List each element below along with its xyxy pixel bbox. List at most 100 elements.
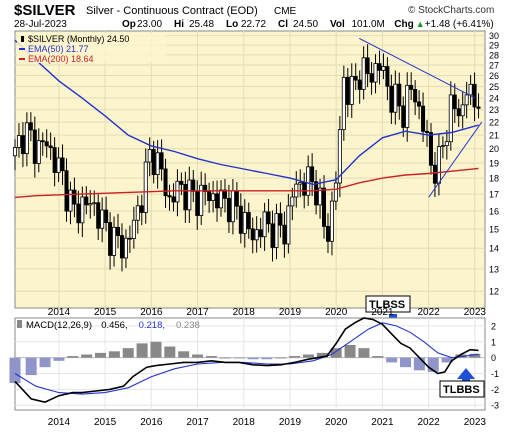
annotation-tlbbs: TLBBS xyxy=(439,368,485,398)
macd-x-tick-label: 2015 xyxy=(94,417,117,428)
macd-x-tick-label: 2019 xyxy=(279,417,302,428)
candle-body xyxy=(318,187,323,206)
candle-body xyxy=(373,63,378,83)
candle-body xyxy=(100,209,105,229)
candle-body xyxy=(92,202,97,205)
price-y-tick-label: 22 xyxy=(489,118,499,128)
candle-body xyxy=(306,166,311,196)
chart-description: Silver - Continuous Contract (EOD) xyxy=(86,5,258,17)
price-y-tick-label: 17 xyxy=(489,190,499,200)
candle-body xyxy=(440,145,445,148)
price-y-tick-label: 13 xyxy=(489,264,499,274)
candle-body xyxy=(195,191,200,216)
macd-histogram-bar xyxy=(94,352,106,358)
macd-histogram-bar xyxy=(136,343,148,358)
macd-histogram-bar xyxy=(25,357,37,376)
candle-body xyxy=(179,180,184,185)
macd-y-tick-label: -3 xyxy=(491,401,499,411)
candle-body xyxy=(238,205,243,234)
candle-body xyxy=(131,219,136,239)
candle-body xyxy=(191,179,196,192)
annotation-tlbbs-label: TLBBS xyxy=(443,384,480,396)
macd-legend-hist: 0.238 xyxy=(176,320,200,331)
candle-body xyxy=(24,122,29,155)
candle-body xyxy=(409,84,414,90)
macd-legend-swatch xyxy=(17,320,22,328)
candle-body xyxy=(345,76,350,105)
stat-label-vol: Vol xyxy=(330,19,345,30)
candle-body xyxy=(246,212,251,230)
stat-value-lo: 22.72 xyxy=(241,19,266,30)
stat-label-op: Op xyxy=(122,19,136,30)
candle-body xyxy=(369,73,374,83)
candle-body xyxy=(230,190,235,223)
macd-histogram-bar xyxy=(81,354,93,358)
macd-y-tick-label: -2 xyxy=(491,385,499,395)
candle-body xyxy=(448,94,453,143)
candle-body xyxy=(80,196,85,224)
candle-body xyxy=(298,182,303,185)
macd-histogram-bar xyxy=(372,356,384,358)
stat-label-lo: Lo xyxy=(226,19,238,30)
candle-body xyxy=(88,203,93,206)
candle-body xyxy=(199,184,204,216)
candle-body xyxy=(357,79,362,90)
candle-body xyxy=(119,235,124,259)
macd-x-tick-label: 2023 xyxy=(464,417,487,428)
change-up-icon: ▲ xyxy=(416,19,425,29)
price-x-tick-label: 2017 xyxy=(186,307,209,318)
price-y-tick-label: 28 xyxy=(489,50,499,60)
candle-body xyxy=(44,141,49,147)
candle-body xyxy=(365,57,370,75)
candle-body xyxy=(203,184,208,192)
candle-body xyxy=(32,129,37,164)
price-y-tick-label: 26 xyxy=(489,71,499,81)
candle-body xyxy=(381,66,386,71)
candle-body xyxy=(258,229,263,238)
price-x-axis: 2014 2015 2016 2017 2018 2019 2020 2021 2022 2023 xyxy=(48,307,487,318)
price-x-tick-label: 2020 xyxy=(325,307,348,318)
price-y-tick-label: 27 xyxy=(489,61,499,71)
stat-value-chg: +1.48 (+6.41%) xyxy=(425,19,494,30)
macd-histogram-bar xyxy=(344,344,356,358)
candle-body xyxy=(405,84,410,128)
price-y-tick-label: 15 xyxy=(489,224,499,234)
candle-body xyxy=(171,196,176,203)
price-candles xyxy=(12,44,481,272)
candle-body xyxy=(64,170,69,212)
macd-histogram-bar xyxy=(53,357,65,361)
candle-body xyxy=(278,213,283,226)
stat-value-vol: 101.0M xyxy=(352,19,385,30)
candle-body xyxy=(215,193,220,209)
candle-body xyxy=(56,157,61,173)
chart-exchange: CME xyxy=(274,6,297,17)
price-x-tick-label: 2018 xyxy=(233,307,256,318)
candle-body xyxy=(377,63,382,71)
candle-body xyxy=(254,229,259,241)
candle-body xyxy=(282,224,287,245)
macd-histogram-bar xyxy=(233,357,245,359)
macd-histogram-bar xyxy=(413,357,425,371)
candle-body xyxy=(175,180,180,203)
candle-body xyxy=(167,195,172,198)
price-series xyxy=(14,39,479,199)
candle-body xyxy=(456,108,461,117)
candle-body xyxy=(123,237,128,259)
candle-body xyxy=(60,157,65,172)
candle-body xyxy=(341,76,346,131)
candle-body xyxy=(262,211,267,238)
price-x-tick-label: 2023 xyxy=(464,307,487,318)
macd-histogram-bar xyxy=(122,348,134,358)
price-y-tick-label: 19 xyxy=(489,159,499,169)
candle-body xyxy=(444,141,449,147)
candle-body xyxy=(20,135,25,155)
candle-body xyxy=(104,209,109,223)
macd-x-tick-label: 2016 xyxy=(140,417,163,428)
candle-body xyxy=(139,205,144,213)
macd-histogram-bar xyxy=(358,348,370,358)
macd-histogram-bar xyxy=(469,353,481,358)
stat-label-chg: Chg xyxy=(394,19,413,30)
candle-body xyxy=(413,89,418,103)
candle-body xyxy=(12,147,17,157)
candle-body xyxy=(472,83,477,108)
